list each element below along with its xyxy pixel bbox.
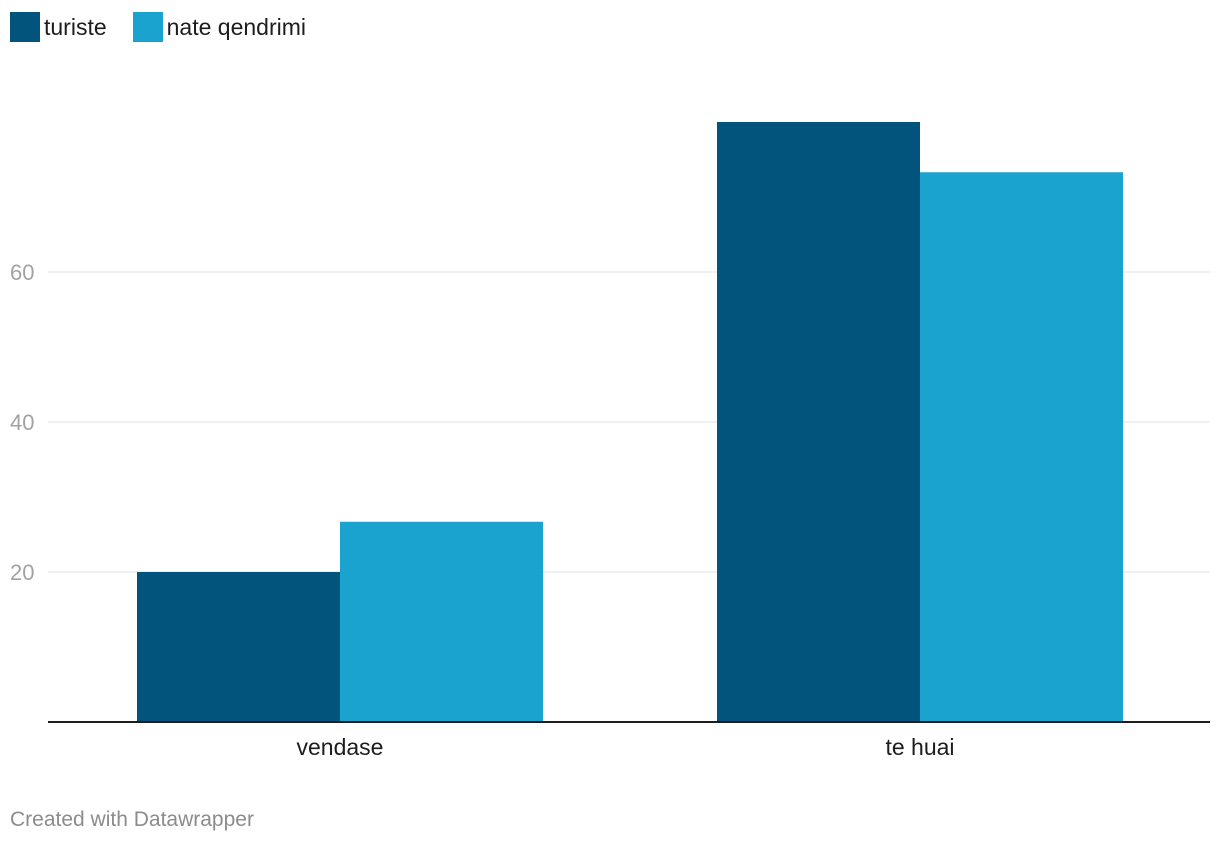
x-tick-label-vendase: vendase xyxy=(297,734,384,760)
footer-credit: Created with Datawrapper xyxy=(10,808,254,831)
legend-label-turiste: turiste xyxy=(44,13,107,40)
bar-nate-qendrimi-te-huai xyxy=(920,172,1123,722)
legend-swatch-nate-qendrimi xyxy=(132,12,163,42)
legend-item-nate-qendrimi: nate qendrimi xyxy=(132,12,306,42)
legend: turiste nate qendrimi xyxy=(10,12,332,42)
bar-nate-qendrimi-vendase xyxy=(340,521,543,722)
legend-item-turiste: turiste xyxy=(10,12,107,42)
bar-turiste-te-huai xyxy=(717,122,920,722)
y-tick-label-20: 20 xyxy=(10,560,34,585)
legend-swatch-turiste xyxy=(10,12,40,42)
legend-label-nate-qendrimi: nate qendrimi xyxy=(166,13,306,40)
y-tick-label-60: 60 xyxy=(10,260,34,285)
x-tick-label-te-huai: te huai xyxy=(885,734,954,760)
y-tick-label-40: 40 xyxy=(10,410,34,435)
bar-turiste-vendase xyxy=(137,572,340,722)
